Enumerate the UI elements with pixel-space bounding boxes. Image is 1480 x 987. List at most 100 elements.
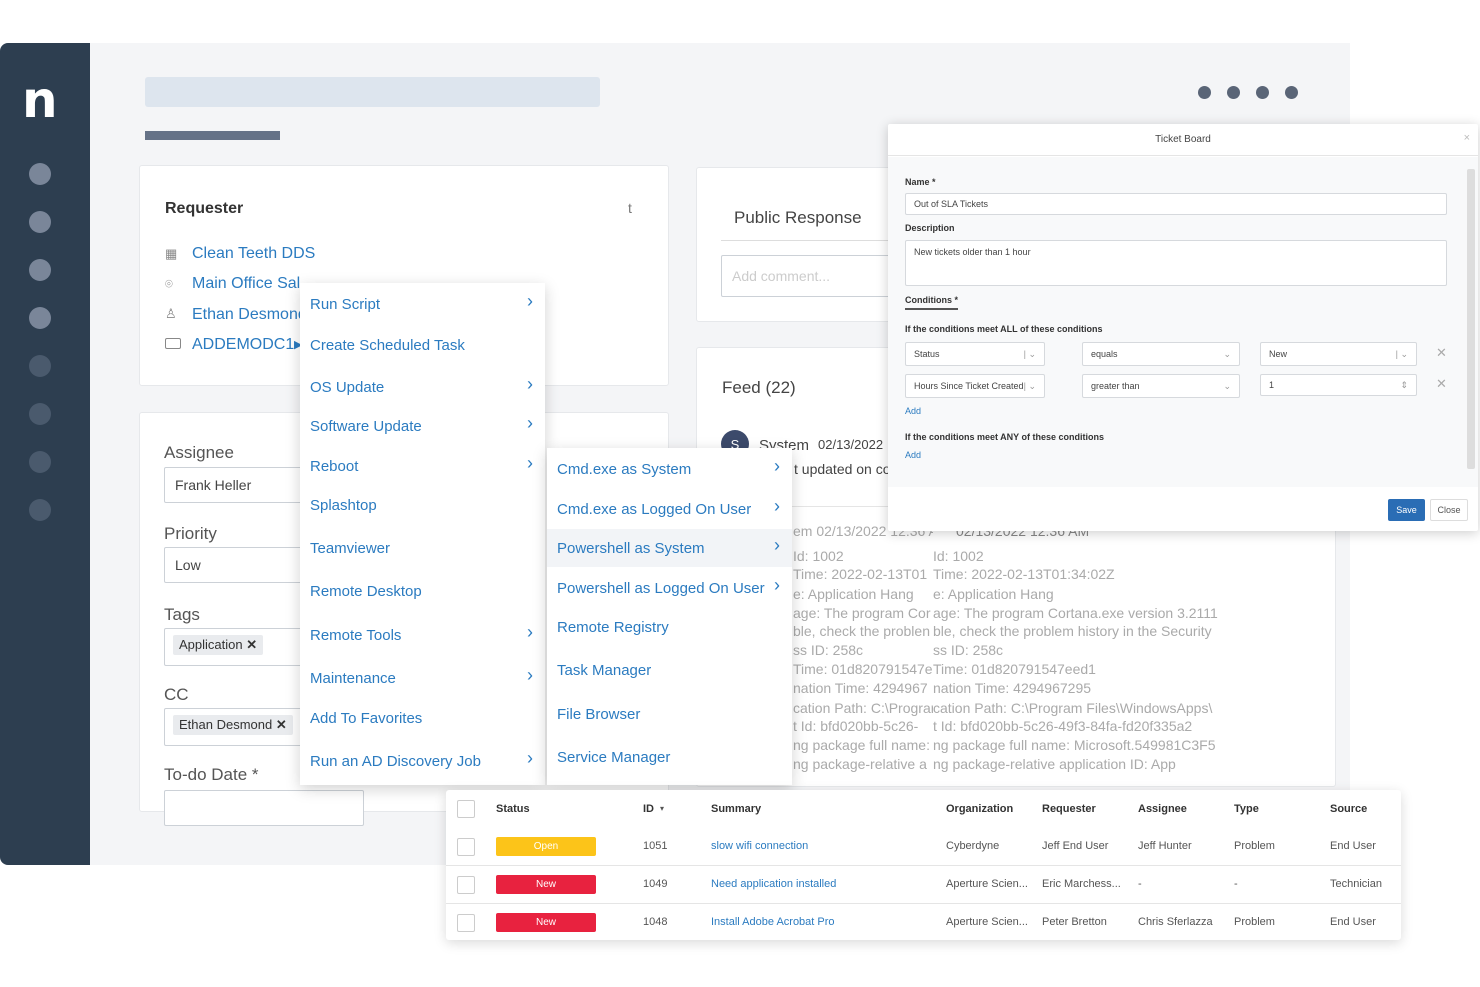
submenu-item[interactable]: File Browser bbox=[547, 695, 792, 733]
ticket-summary-link[interactable]: Need application installed bbox=[711, 878, 837, 890]
save-button[interactable]: Save bbox=[1388, 499, 1425, 521]
sidebar-item[interactable] bbox=[29, 451, 51, 473]
chevron-right-icon: › bbox=[527, 665, 533, 685]
select-value: greater than bbox=[1091, 381, 1140, 391]
tab-conditions[interactable]: Conditions * bbox=[905, 295, 958, 310]
close-icon[interactable]: × bbox=[1463, 132, 1470, 144]
row-checkbox[interactable] bbox=[457, 838, 475, 856]
feed-line: cation Path: C:\Program Files\WindowsApp… bbox=[933, 700, 1213, 716]
feed-line-fragment: nation Time: 4294967 bbox=[793, 680, 928, 696]
sidebar-item[interactable] bbox=[29, 211, 51, 233]
location-link[interactable]: Main Office Sal-- bbox=[192, 275, 311, 292]
status-badge: New bbox=[496, 913, 596, 932]
todo-date-field[interactable] bbox=[164, 790, 364, 826]
status-badge: Open bbox=[496, 837, 596, 856]
remove-tag-icon[interactable]: ✕ bbox=[246, 637, 258, 652]
submenu-item[interactable]: Remote Registry bbox=[547, 608, 792, 646]
menu-item[interactable]: Run Script › bbox=[300, 285, 545, 323]
remove-condition-icon[interactable]: ✕ bbox=[1436, 345, 1447, 360]
menu-item[interactable]: Create Scheduled Task bbox=[300, 326, 545, 364]
condition-field-select[interactable]: Status | ⌄ bbox=[905, 342, 1045, 366]
ticket-summary-link[interactable]: Install Adobe Acrobat Pro bbox=[711, 916, 835, 928]
ticket-summary-link[interactable]: slow wifi connection bbox=[711, 840, 809, 852]
modal-title: Ticket Board bbox=[1155, 134, 1211, 145]
menu-item[interactable]: Reboot › bbox=[300, 447, 545, 485]
row-checkbox[interactable] bbox=[457, 876, 475, 894]
condition-field-select[interactable]: Hours Since Ticket Created | ⌄ bbox=[905, 374, 1045, 398]
expand-arrow-icon[interactable]: ▶ bbox=[294, 339, 303, 351]
submenu-item[interactable]: Task Manager bbox=[547, 651, 792, 689]
condition-value-input[interactable]: 1 ⇕ bbox=[1260, 374, 1417, 396]
submenu-item-label: Remote Registry bbox=[557, 618, 669, 636]
submenu-item[interactable]: Powershell as System › bbox=[547, 529, 792, 567]
column-header[interactable]: Requester bbox=[1042, 803, 1096, 815]
column-header[interactable]: Type bbox=[1234, 803, 1259, 815]
name-label: Name * bbox=[905, 177, 936, 187]
column-header[interactable]: Status bbox=[496, 803, 530, 815]
select-all-checkbox[interactable] bbox=[457, 800, 475, 818]
sidebar-item[interactable] bbox=[29, 499, 51, 521]
dot-icon[interactable] bbox=[1198, 86, 1211, 99]
menu-item[interactable]: OS Update › bbox=[300, 368, 545, 406]
dot-icon[interactable] bbox=[1227, 86, 1240, 99]
requester-title: Requester bbox=[165, 200, 244, 217]
menu-item[interactable]: Remote Tools › bbox=[300, 616, 545, 654]
contact-link[interactable]: Ethan Desmond bbox=[192, 306, 307, 323]
cell-type: - bbox=[1234, 878, 1238, 890]
sidebar-item[interactable] bbox=[29, 403, 51, 425]
sidebar-item[interactable] bbox=[29, 307, 51, 329]
column-header[interactable]: ID bbox=[643, 803, 654, 815]
org-link[interactable]: Clean Teeth DDS bbox=[192, 245, 316, 262]
card-action[interactable]: t bbox=[628, 200, 632, 216]
sidebar-item[interactable] bbox=[29, 355, 51, 377]
name-input[interactable]: Out of SLA Tickets bbox=[905, 193, 1447, 215]
submenu-item-label: File Browser bbox=[557, 705, 641, 723]
chevron-down-icon: | ⌄ bbox=[1395, 348, 1408, 359]
menu-item-label: Create Scheduled Task bbox=[310, 336, 465, 354]
tab-indicator bbox=[145, 131, 280, 140]
submenu-item[interactable]: Powershell as Logged On User › bbox=[547, 569, 792, 607]
sort-icon[interactable]: ▾ bbox=[660, 804, 665, 813]
table-row[interactable]: New 1049 Need application installed Apertur… bbox=[446, 866, 1401, 904]
menu-item[interactable]: Teamviewer bbox=[300, 529, 545, 567]
row-checkbox[interactable] bbox=[457, 914, 475, 932]
column-header[interactable]: Assignee bbox=[1138, 803, 1187, 815]
condition-value-select[interactable]: New | ⌄ bbox=[1260, 342, 1417, 366]
description-textarea[interactable]: New tickets older than 1 hour bbox=[905, 240, 1447, 286]
select-value: New bbox=[1269, 349, 1288, 359]
column-header[interactable]: Source bbox=[1330, 803, 1368, 815]
menu-item[interactable]: Software Update › bbox=[300, 407, 545, 445]
spinner-icon[interactable]: ⇕ bbox=[1400, 379, 1408, 390]
remove-cc-icon[interactable]: ✕ bbox=[275, 717, 287, 732]
submenu-item[interactable]: Cmd.exe as System › bbox=[547, 450, 792, 488]
menu-item[interactable]: Maintenance › bbox=[300, 659, 545, 697]
table-row[interactable]: Open 1051 slow wifi connection Cyberdyne Jef… bbox=[446, 828, 1401, 866]
close-button[interactable]: Close bbox=[1430, 499, 1468, 521]
dot-icon[interactable] bbox=[1256, 86, 1269, 99]
feed-line: t Id: bfd020bb-5c26-49f3-84fa-fd20f335a2 bbox=[933, 718, 1193, 734]
add-any-condition-link[interactable]: Add bbox=[905, 450, 922, 460]
menu-item[interactable]: Splashtop bbox=[300, 486, 545, 524]
column-header[interactable]: Summary bbox=[711, 803, 762, 815]
remove-condition-icon[interactable]: ✕ bbox=[1436, 376, 1447, 391]
condition-operator-select[interactable]: greater than ⌄ bbox=[1082, 374, 1240, 398]
dot-icon[interactable] bbox=[1285, 86, 1298, 99]
submenu-item[interactable]: Service Manager bbox=[547, 738, 792, 776]
menu-item[interactable]: Run an AD Discovery Job › bbox=[300, 742, 545, 780]
sidebar-item[interactable] bbox=[29, 259, 51, 281]
table-row[interactable]: New 1048 Install Adobe Acrobat Pro Aperture… bbox=[446, 904, 1401, 942]
submenu-item[interactable]: Cmd.exe as Logged On User › bbox=[547, 490, 792, 528]
condition-operator-select[interactable]: equals ⌄ bbox=[1082, 342, 1240, 366]
chevron-down-icon: | ⌄ bbox=[1023, 380, 1036, 391]
scrollbar[interactable] bbox=[1467, 169, 1475, 469]
cell-id: 1051 bbox=[643, 840, 668, 852]
sidebar-item[interactable] bbox=[29, 163, 51, 185]
menu-item[interactable]: Add To Favorites bbox=[300, 699, 545, 737]
device-link[interactable]: ADDEMODC1 bbox=[192, 336, 295, 353]
menu-item[interactable]: Remote Desktop bbox=[300, 572, 545, 610]
feed-date: 02/13/2022 bbox=[818, 437, 884, 452]
feed-line-fragment: ss ID: 258c bbox=[793, 642, 864, 658]
description-label: Description bbox=[905, 223, 955, 233]
column-header[interactable]: Organization bbox=[946, 803, 1014, 815]
add-all-condition-link[interactable]: Add bbox=[905, 406, 922, 416]
